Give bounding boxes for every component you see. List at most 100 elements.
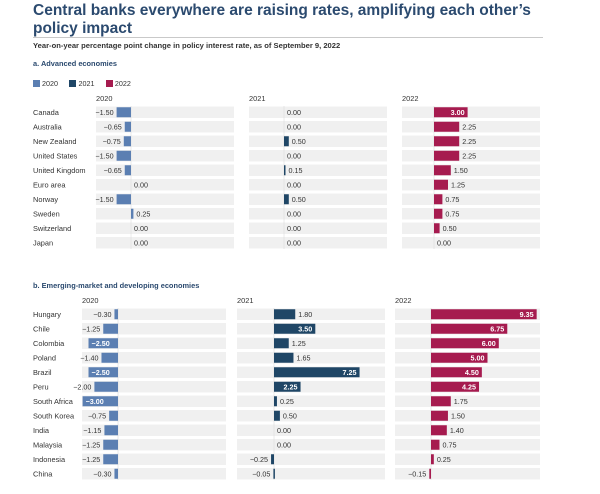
row-band [96,237,234,249]
row-band [82,308,226,320]
bar-new-zealand-2021 [284,136,289,147]
bar-peru-2020 [94,381,118,392]
row-band [82,395,226,407]
row-band [82,424,226,436]
row-band [402,222,540,234]
bar-new-zealand-2020 [123,136,131,147]
bar-united-kingdom-2021 [284,165,286,176]
bar-colombia-2021 [274,338,289,349]
value-label-united-kingdom-2020: −0.65 [104,166,122,175]
row-band [249,179,387,191]
value-label-south-korea-2020: −0.75 [88,411,106,420]
value-label-euro-area-2021: 0.00 [287,180,301,189]
value-label-united-kingdom-2022: 1.50 [454,166,468,175]
value-label-euro-area-2022: 1.25 [451,180,465,189]
row-band [237,453,385,465]
value-label-south-korea-2022: 1.50 [451,411,465,420]
value-label-china-2020: −0.30 [93,469,111,478]
row-band [82,439,226,451]
column-header-advanced-2020: 2020 [96,94,112,103]
row-band [402,208,540,220]
row-band [402,193,540,205]
bar-australia-2020 [124,121,131,132]
value-label-south-korea-2021: 0.50 [283,411,297,420]
value-label-brazil-2021: 7.25 [343,368,357,377]
row-band [249,121,387,133]
value-label-hungary-2020: −0.30 [93,310,111,319]
value-label-colombia-2020: −2.50 [92,339,110,348]
bar-hungary-2021 [274,309,296,320]
bar-south-korea-2021 [274,410,280,421]
bar-canada-2020 [116,107,131,118]
bar-south-africa-2020 [82,396,118,407]
row-band [402,164,540,176]
bar-south-korea-2022 [431,410,448,421]
legend-item-2020: 2020 [33,79,58,88]
value-label-united-kingdom-2021: 0.15 [289,166,303,175]
column-header-emerging-2020: 2020 [82,296,98,305]
row-band [82,366,226,378]
value-label-india-2021: 0.00 [277,426,291,435]
panel-a-title: a. Advanced economies [33,59,117,68]
bar-hungary-2020 [114,309,118,320]
value-label-norway-2021: 0.50 [292,195,306,204]
row-band [96,150,234,162]
category-label-united-states: United States [33,151,78,160]
category-label-australia: Australia [33,122,63,131]
row-band [395,468,540,480]
value-label-new-zealand-2022: 2.25 [462,137,476,146]
category-label-brazil: Brazil [33,368,52,377]
row-band [82,410,226,422]
row-band [237,381,385,393]
value-label-sweden-2020: 0.25 [136,209,150,218]
bar-new-zealand-2022 [434,136,460,147]
value-label-canada-2021: 0.00 [287,108,301,117]
row-band [237,395,385,407]
value-label-australia-2021: 0.00 [287,122,301,131]
bar-colombia-2020 [88,338,118,349]
legend: 2020 2021 2022 [33,75,138,88]
row-band [96,135,234,147]
bar-china-2022 [429,468,431,479]
category-label-china: China [33,469,53,478]
row-band [402,237,540,249]
value-label-australia-2022: 2.25 [462,122,476,131]
value-label-chile-2021: 3.50 [298,324,312,333]
category-label-south-africa: South Africa [33,397,74,406]
category-label-poland: Poland [33,353,56,362]
value-label-switzerland-2020: 0.00 [134,224,148,233]
bar-china-2020 [114,468,118,479]
value-label-euro-area-2020: 0.00 [134,180,148,189]
value-label-norway-2022: 0.75 [445,195,459,204]
bar-norway-2020 [116,194,131,205]
column-header-emerging-2022: 2022 [395,296,411,305]
row-band [249,193,387,205]
category-label-united-kingdom: United Kingdom [33,166,86,175]
row-band [96,164,234,176]
bar-south-africa-2022 [431,396,451,407]
category-label-indonesia: Indonesia [33,455,66,464]
row-band [82,381,226,393]
bar-india-2020 [104,425,118,436]
legend-item-2021: 2021 [69,79,94,88]
value-label-united-states-2022: 2.25 [462,151,476,160]
row-band [82,337,226,349]
value-label-chile-2020: −1.25 [82,324,100,333]
row-band [237,439,385,451]
row-band [402,121,540,133]
row-band [96,179,234,191]
category-label-sweden: Sweden [33,209,60,218]
bar-united-states-2022 [434,150,460,161]
value-label-poland-2020: −1.40 [80,353,98,362]
value-label-japan-2021: 0.00 [287,238,301,247]
row-band [96,106,234,118]
bar-chile-2020 [103,323,118,334]
row-band [395,424,540,436]
category-label-peru: Peru [33,382,49,391]
bar-indonesia-2022 [431,454,434,465]
row-band [237,337,385,349]
value-label-india-2022: 1.40 [450,426,464,435]
value-label-peru-2022: 4.25 [462,382,476,391]
value-label-peru-2021: 2.25 [284,382,298,391]
